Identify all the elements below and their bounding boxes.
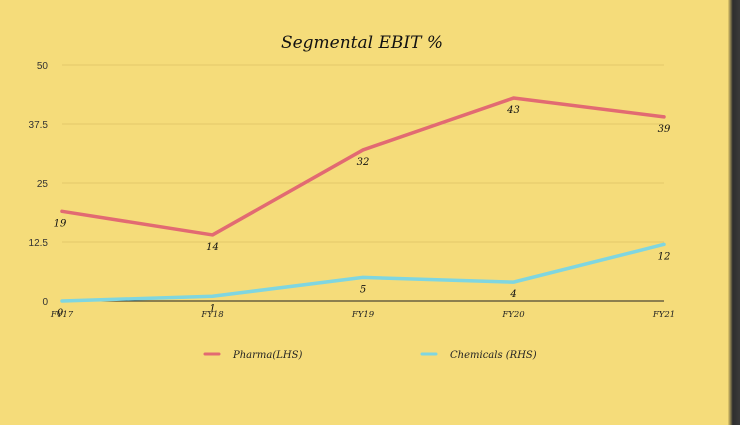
data-point xyxy=(512,280,515,284)
x-tick-label: FY19 xyxy=(351,310,375,320)
data-label: 12 xyxy=(658,251,671,262)
data-point xyxy=(512,96,515,100)
grid xyxy=(62,64,664,243)
x-axis: FY17 FY18 FY19 FY20 FY21 xyxy=(50,310,675,320)
window-edge xyxy=(728,0,740,425)
y-tick-label: 12.5 xyxy=(29,238,49,249)
data-label: 0 xyxy=(57,308,64,319)
x-tick-label: FY18 xyxy=(200,310,224,320)
y-tick-label: 25 xyxy=(37,179,49,190)
data-label: 39 xyxy=(658,124,671,135)
data-point xyxy=(60,299,64,303)
data-point xyxy=(211,294,214,298)
data-point xyxy=(662,115,666,119)
legend-item-label[interactable]: Chemicals (RHS) xyxy=(450,350,537,361)
data-label: 1 xyxy=(209,303,215,314)
data-label: 5 xyxy=(360,284,366,295)
y-tick-label: 0 xyxy=(42,297,48,308)
y-axis: 0 12.5 25 37.5 50 xyxy=(29,61,49,308)
data-label: 14 xyxy=(206,242,219,253)
x-tick-label: FY17 xyxy=(50,310,74,320)
data-point xyxy=(361,148,365,152)
data-label: 32 xyxy=(357,157,370,168)
x-tick-label: FY21 xyxy=(652,310,675,320)
data-point xyxy=(361,275,365,279)
y-tick-label: 37.5 xyxy=(29,120,49,131)
data-label: 4 xyxy=(509,289,516,300)
legend-item-label[interactable]: Pharma(LHS) xyxy=(232,350,302,361)
data-point xyxy=(211,233,214,237)
x-tick-label: FY20 xyxy=(501,310,525,320)
data-label: 19 xyxy=(54,218,67,229)
legend[interactable]: Pharma(LHS) Chemicals (RHS) xyxy=(203,350,537,361)
chart-title: Segmental EBIT % xyxy=(281,33,443,53)
y-tick-label: 50 xyxy=(37,61,49,72)
data-labels: 19 14 32 43 39 0 1 5 4 12 xyxy=(54,105,671,319)
series xyxy=(60,96,666,303)
data-label: 43 xyxy=(506,105,520,116)
data-point xyxy=(60,209,64,213)
data-point xyxy=(662,242,666,246)
